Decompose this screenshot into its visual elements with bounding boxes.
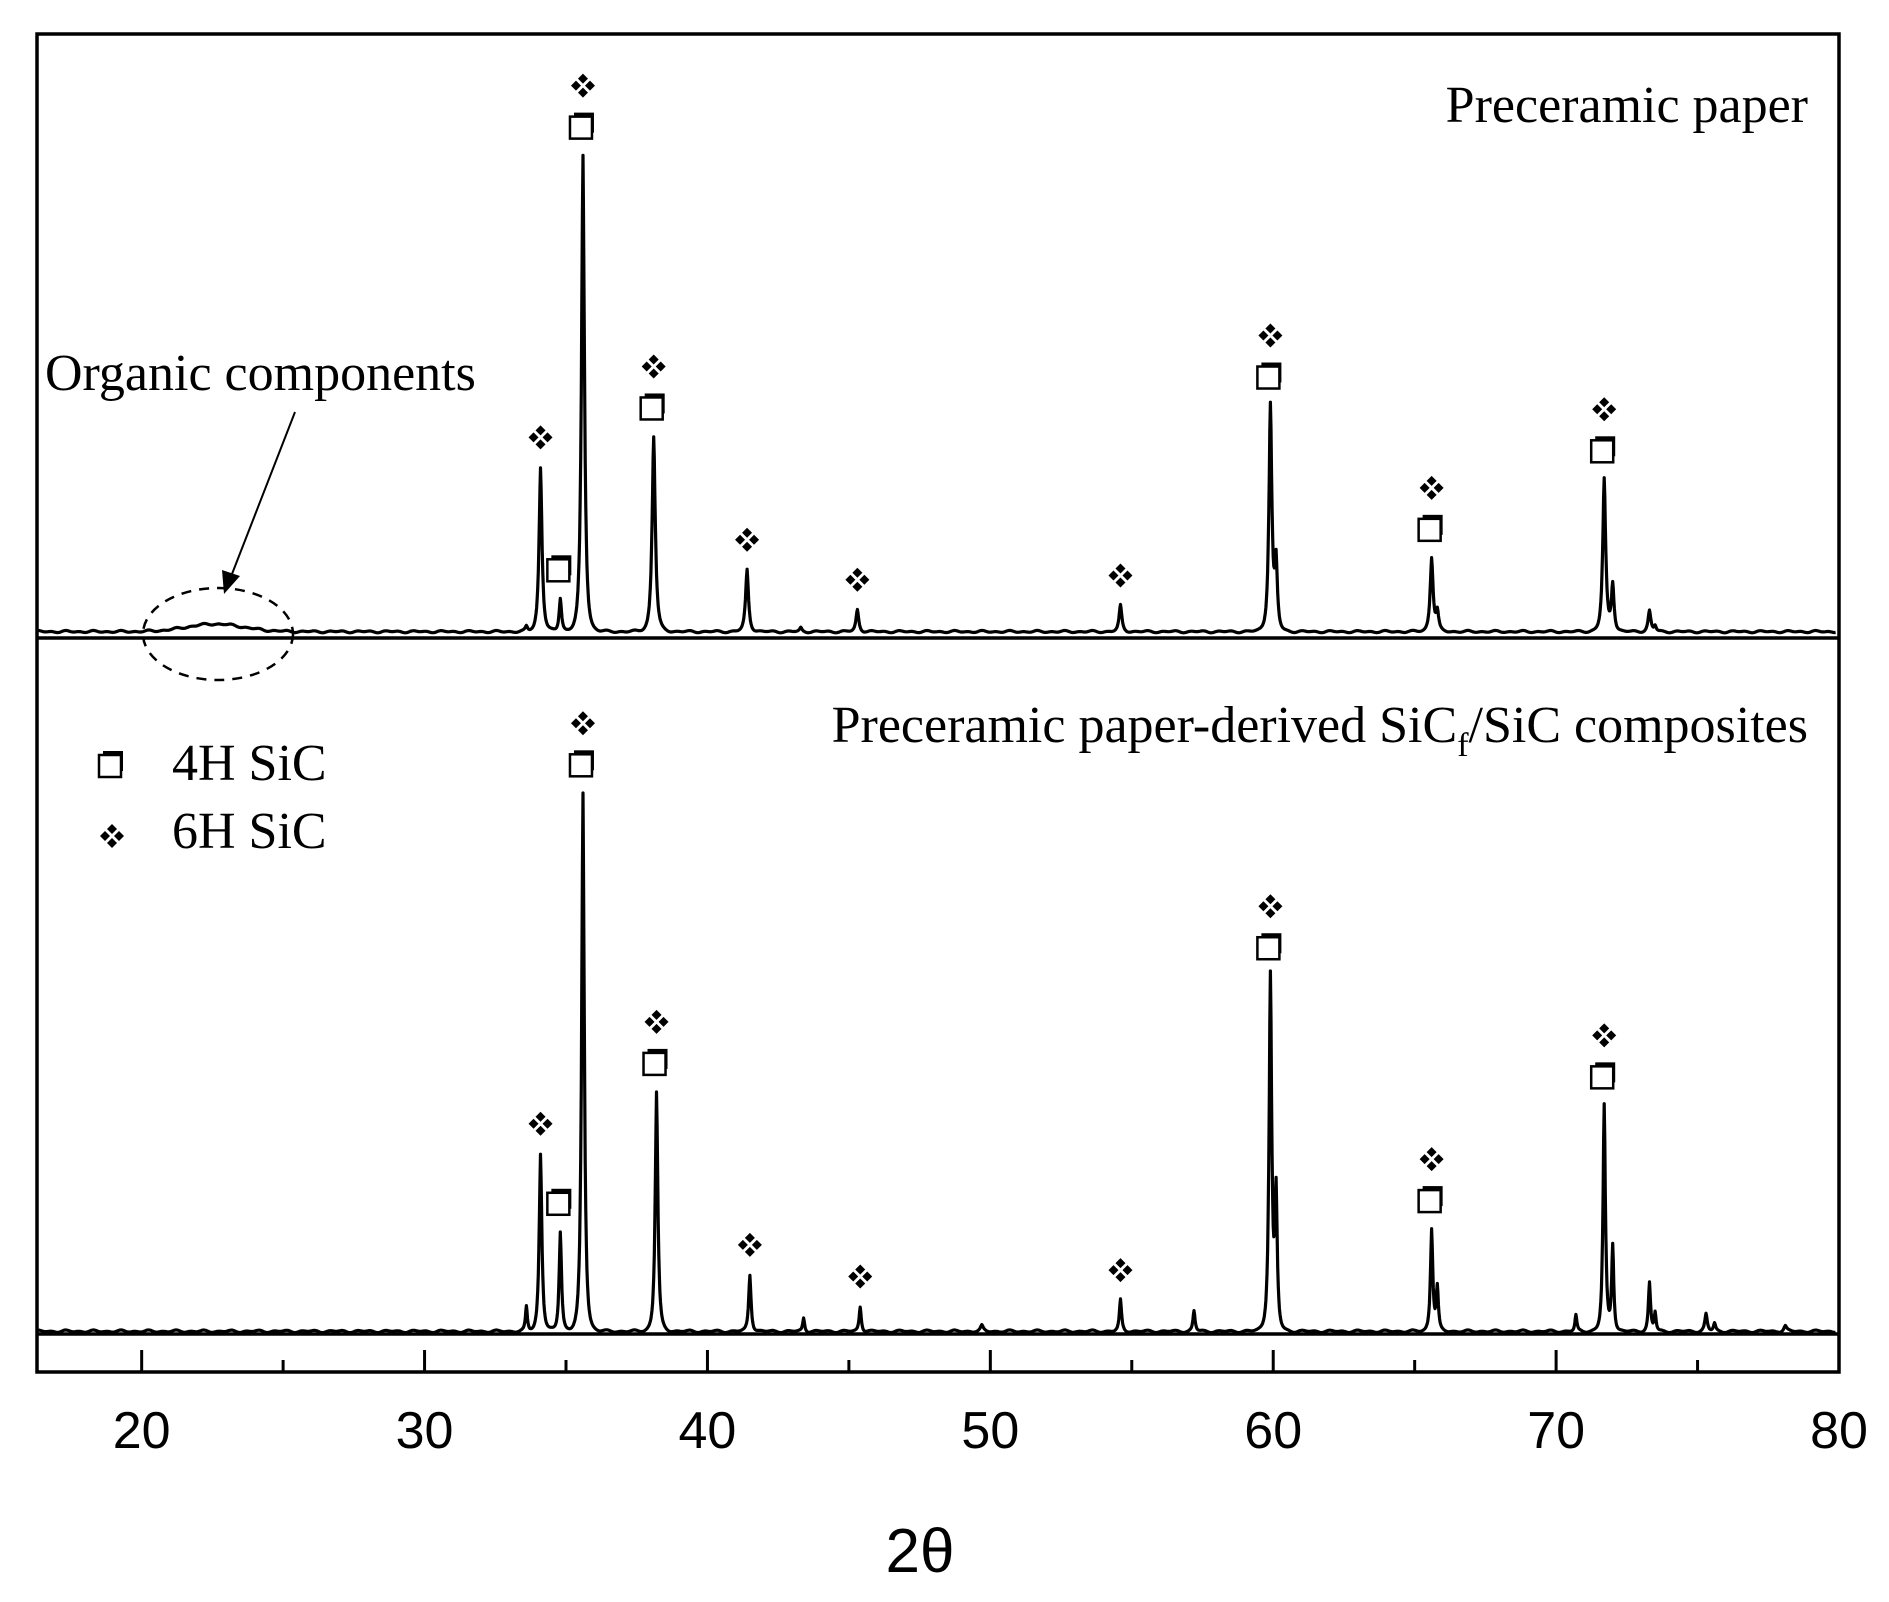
x-tick-label-50: 50 (961, 1402, 1019, 1460)
top-marker-4h-1 (546, 555, 572, 583)
legend-symbol-4h-square (97, 751, 123, 779)
markers-sicf-sic-composites (528, 711, 1617, 1289)
top-marker-6h-4 (735, 527, 760, 552)
bottom-marker-6h-8 (1419, 1147, 1444, 1172)
panel-title-preceramic-paper: Preceramic paper (1446, 77, 1808, 134)
top-marker-6h-6 (1108, 563, 1133, 588)
x-axis-label: 2θ (886, 1517, 955, 1586)
top-marker-6h-9 (1592, 397, 1617, 422)
plot-frame (35, 32, 1841, 1374)
annotation-arrow (231, 411, 296, 575)
bottom-marker-6h-2 (570, 711, 595, 736)
title-subscript: f (1457, 727, 1469, 764)
panel-title-sicf-sic-composites: Preceramic paper-derived SiCf/SiC compos… (832, 697, 1808, 764)
top-marker-6h-2 (570, 73, 595, 98)
bottom-marker-4h-9 (1589, 1062, 1616, 1090)
bottom-marker-6h-7 (1258, 894, 1283, 919)
bottom-marker-6h-0 (528, 1111, 553, 1136)
bottom-marker-4h-7 (1256, 933, 1282, 961)
bottom-marker-6h-9 (1592, 1023, 1617, 1048)
panel-sicf-sic-composites: Preceramic paper-derived SiCf/SiC compos… (36, 697, 1837, 1335)
title-main: Preceramic paper-derived SiC (832, 697, 1458, 754)
bottom-marker-6h-3 (644, 1009, 669, 1034)
top-marker-6h-5 (845, 567, 870, 592)
x-tick-label-30: 30 (396, 1402, 454, 1460)
top-marker-6h-3 (641, 354, 666, 379)
organic-hump-ellipse (141, 586, 295, 682)
top-marker-6h-0 (528, 425, 553, 450)
legend-square-shape (97, 751, 123, 779)
bottom-marker-6h-5 (848, 1264, 873, 1289)
title-rest: /SiC composites (1469, 697, 1808, 754)
top-marker-6h-8 (1419, 475, 1444, 500)
legend-diamond-shape (100, 824, 124, 848)
top-marker-4h-7 (1256, 362, 1282, 390)
bottom-marker-6h-4 (737, 1232, 762, 1257)
bottom-marker-6h-6 (1108, 1258, 1133, 1283)
bottom-marker-4h-2 (568, 750, 594, 778)
legend-label-6h: 6H SiC (172, 803, 327, 860)
top-marker-6h-7 (1258, 323, 1283, 348)
legend-item-4h: 4H SiC (97, 735, 327, 792)
x-tick-label-80: 80 (1810, 1402, 1868, 1460)
legend-symbol-6h-diamond (100, 824, 124, 848)
panel-preceramic-paper: Preceramic paper Organic components (36, 73, 1837, 682)
x-tick-label-60: 60 (1244, 1402, 1302, 1460)
markers-preceramic-paper (528, 73, 1617, 592)
bottom-marker-4h-3 (642, 1048, 668, 1077)
legend-label-4h: 4H SiC (172, 735, 327, 792)
x-tick-label-70: 70 (1527, 1402, 1585, 1460)
annotation-organic-components: Organic components (45, 345, 476, 402)
legend: 4H SiC 6H SiC (97, 735, 327, 860)
bottom-marker-4h-8 (1417, 1186, 1443, 1214)
bottom-marker-4h-1 (546, 1188, 572, 1217)
trace-preceramic-paper (36, 153, 1837, 635)
top-marker-4h-2 (568, 112, 594, 140)
x-tick-label-20: 20 (113, 1402, 171, 1460)
top-marker-4h-9 (1589, 436, 1616, 464)
legend-item-6h: 6H SiC (100, 803, 327, 860)
top-marker-4h-3 (639, 393, 665, 421)
trace-sicf-sic-composites (36, 791, 1837, 1335)
x-tick-label-40: 40 (679, 1402, 737, 1460)
x-axis: 20 30 40 50 60 70 80 (37, 1332, 1868, 1460)
top-marker-4h-8 (1417, 514, 1443, 543)
